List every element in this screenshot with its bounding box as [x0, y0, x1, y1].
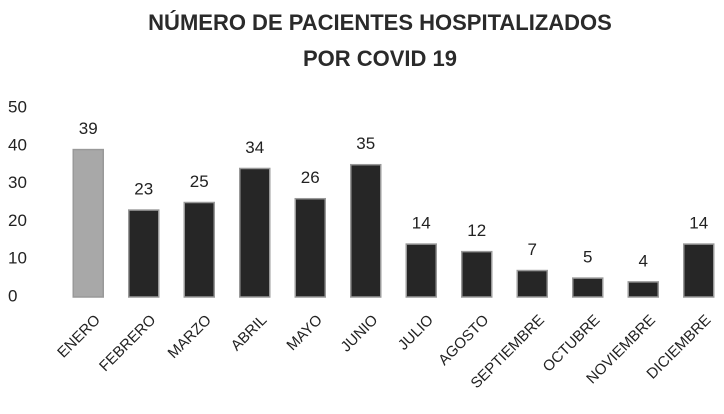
data-label: 25: [190, 172, 209, 191]
x-tick-label: JUNIO: [338, 312, 382, 356]
data-label: 4: [639, 251, 648, 270]
y-tick-label: 30: [8, 173, 27, 192]
x-tick-label: FEBRERO: [96, 312, 159, 375]
bar: [294, 197, 326, 298]
bar: [72, 148, 104, 298]
bar: [572, 277, 604, 298]
data-label: 34: [245, 138, 264, 157]
y-tick-label: 0: [8, 286, 17, 305]
x-tick-label: MARZO: [165, 312, 215, 362]
y-tick-label: 50: [8, 97, 27, 116]
data-label: 7: [528, 240, 537, 259]
y-tick-label: 20: [8, 211, 27, 230]
x-tick-label: ENERO: [54, 312, 104, 362]
bar: [239, 167, 271, 298]
bar: [461, 250, 493, 298]
bar: [627, 281, 659, 298]
bar: [350, 163, 382, 298]
data-label: 5: [583, 248, 592, 267]
data-label: 14: [412, 214, 431, 233]
x-tick-label: ABRIL: [228, 312, 271, 355]
data-label: 14: [689, 214, 708, 233]
data-label: 26: [301, 168, 320, 187]
x-tick-label: AGOSTO: [435, 312, 492, 369]
data-label: 12: [467, 221, 486, 240]
x-tick-label: MAYO: [283, 312, 325, 354]
data-label: 39: [79, 119, 98, 138]
bar: [128, 209, 160, 298]
y-tick-label: 10: [8, 249, 27, 268]
bar: [183, 201, 215, 298]
data-label: 23: [134, 180, 153, 199]
chart-subtitle: POR COVID 19: [303, 46, 457, 71]
chart-title: NÚMERO DE PACIENTES HOSPITALIZADOS: [148, 10, 612, 35]
bar: [683, 243, 715, 298]
bar: [405, 243, 437, 298]
y-tick-label: 40: [8, 135, 27, 154]
x-tick-label: JULIO: [395, 312, 437, 354]
bar: [516, 269, 548, 298]
data-label: 35: [356, 134, 375, 153]
